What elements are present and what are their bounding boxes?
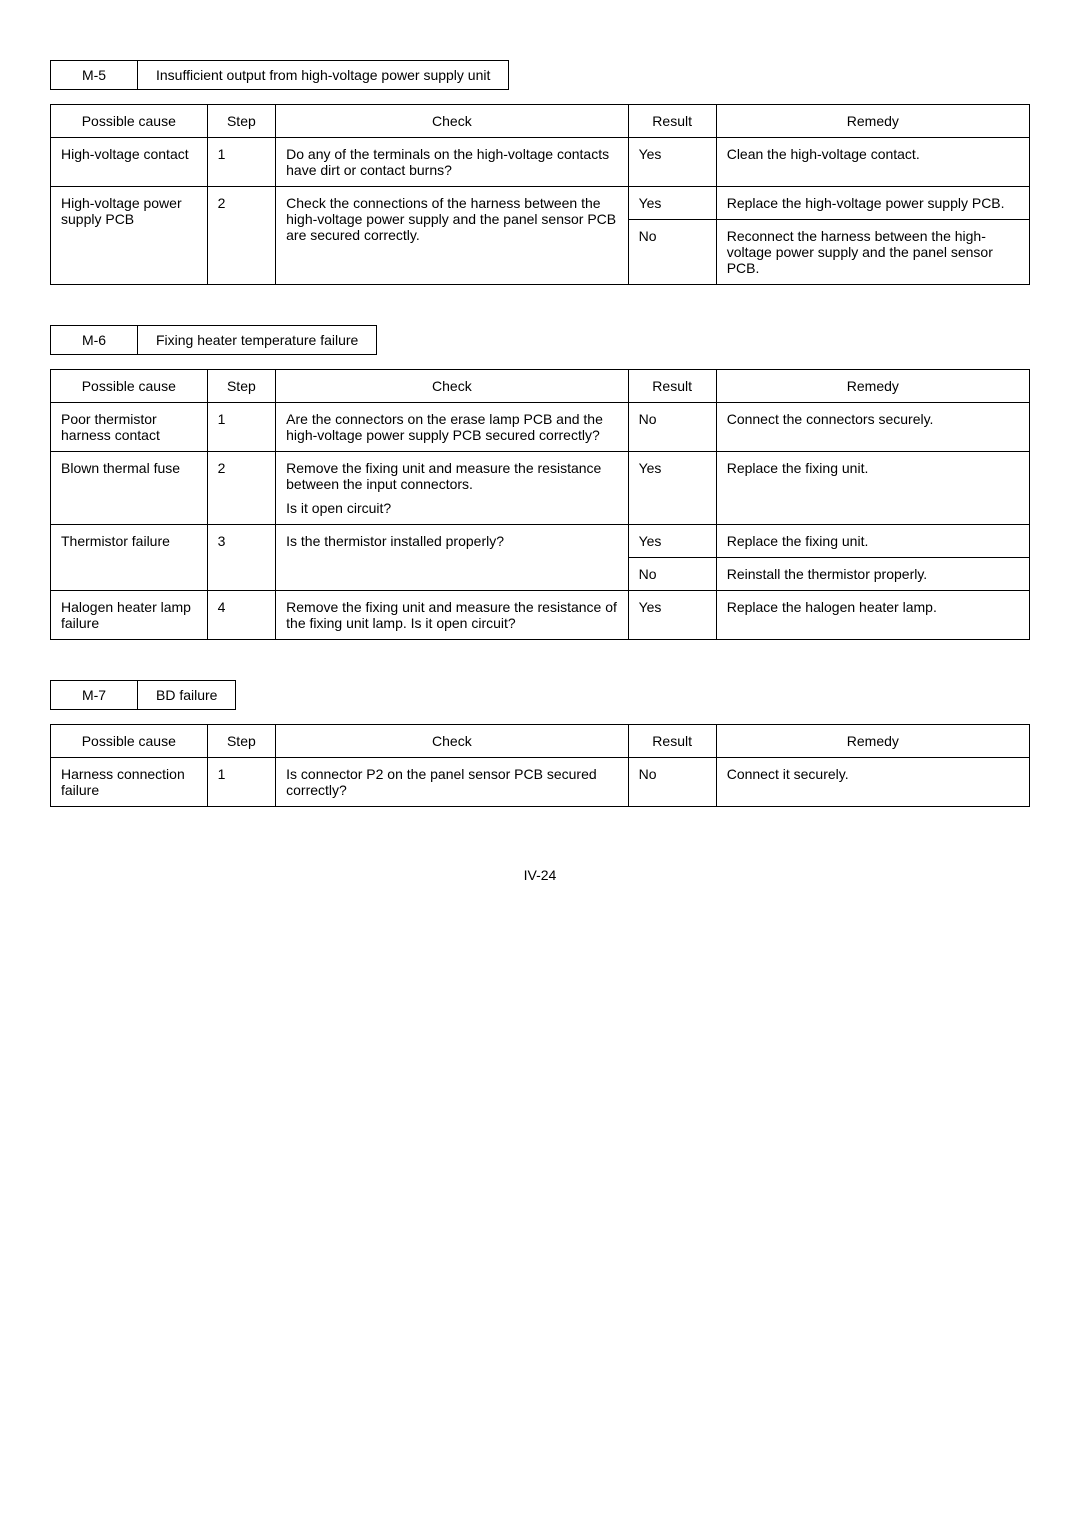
column-header-cause: Possible cause [51, 370, 208, 403]
section-code: M-6 [50, 325, 138, 355]
cell-remedy: Reinstall the thermistor properly. [716, 558, 1029, 591]
cell-check: Check the connections of the harness bet… [276, 187, 628, 285]
cell-step: 4 [207, 591, 276, 640]
cell-remedy: Connect the connectors securely. [716, 403, 1029, 452]
cell-cause: Blown thermal fuse [51, 452, 208, 525]
cell-step: 1 [207, 403, 276, 452]
column-header-remedy: Remedy [716, 105, 1029, 138]
cell-result: Yes [628, 452, 716, 525]
cell-cause: High-voltage contact [51, 138, 208, 187]
cell-step: 1 [207, 758, 276, 807]
column-header-step: Step [207, 370, 276, 403]
cell-remedy: Connect it securely. [716, 758, 1029, 807]
cell-step: 2 [207, 187, 276, 285]
cell-remedy: Replace the fixing unit. [716, 525, 1029, 558]
cell-cause: Poor thermistor harness contact [51, 403, 208, 452]
cell-cause: Harness connection failure [51, 758, 208, 807]
column-header-check: Check [276, 370, 628, 403]
table-row: Harness connection failure1Is connector … [51, 758, 1030, 807]
section-header: M-6Fixing heater temperature failure [50, 325, 1030, 355]
column-header-remedy: Remedy [716, 370, 1029, 403]
cell-cause: High-voltage power supply PCB [51, 187, 208, 285]
section-code: M-7 [50, 680, 138, 710]
cell-result: Yes [628, 187, 716, 220]
section-title: BD failure [138, 680, 236, 710]
section-header: M-7BD failure [50, 680, 1030, 710]
column-header-result: Result [628, 105, 716, 138]
cell-remedy: Replace the fixing unit. [716, 452, 1029, 525]
cell-result: No [628, 220, 716, 285]
troubleshooting-table: Possible causeStepCheckResultRemedyHarne… [50, 724, 1030, 807]
cell-result: No [628, 403, 716, 452]
table-row: High-voltage power supply PCB2Check the … [51, 187, 1030, 220]
column-header-step: Step [207, 105, 276, 138]
cell-check: Is the thermistor installed properly? [276, 525, 628, 591]
cell-check: Are the connectors on the erase lamp PCB… [276, 403, 628, 452]
cell-step: 1 [207, 138, 276, 187]
cell-step: 3 [207, 525, 276, 591]
troubleshooting-table: Possible causeStepCheckResultRemedyHigh-… [50, 104, 1030, 285]
cell-check: Is connector P2 on the panel sensor PCB … [276, 758, 628, 807]
table-row: Halogen heater lamp failure4Remove the f… [51, 591, 1030, 640]
cell-remedy: Clean the high-voltage contact. [716, 138, 1029, 187]
cell-check: Do any of the terminals on the high-volt… [276, 138, 628, 187]
column-header-result: Result [628, 725, 716, 758]
section-code: M-5 [50, 60, 138, 90]
column-header-cause: Possible cause [51, 725, 208, 758]
column-header-check: Check [276, 725, 628, 758]
page-number: IV-24 [50, 867, 1030, 883]
column-header-step: Step [207, 725, 276, 758]
cell-result: Yes [628, 525, 716, 558]
table-row: Thermistor failure3Is the thermistor ins… [51, 525, 1030, 558]
cell-remedy: Reconnect the harness between the high-v… [716, 220, 1029, 285]
cell-step: 2 [207, 452, 276, 525]
cell-remedy: Replace the high-voltage power supply PC… [716, 187, 1029, 220]
cell-check: Remove the fixing unit and measure the r… [276, 591, 628, 640]
cell-cause: Thermistor failure [51, 525, 208, 591]
column-header-remedy: Remedy [716, 725, 1029, 758]
cell-result: No [628, 558, 716, 591]
cell-result: Yes [628, 138, 716, 187]
table-row: Blown thermal fuse2Remove the fixing uni… [51, 452, 1030, 525]
cell-remedy: Replace the halogen heater lamp. [716, 591, 1029, 640]
section-header: M-5Insufficient output from high-voltage… [50, 60, 1030, 90]
table-row: High-voltage contact1Do any of the termi… [51, 138, 1030, 187]
troubleshooting-table: Possible causeStepCheckResultRemedyPoor … [50, 369, 1030, 640]
section-title: Fixing heater temperature failure [138, 325, 377, 355]
cell-check: Remove the fixing unit and measure the r… [276, 452, 628, 525]
cell-cause: Halogen heater lamp failure [51, 591, 208, 640]
section-title: Insufficient output from high-voltage po… [138, 60, 509, 90]
column-header-cause: Possible cause [51, 105, 208, 138]
table-row: Poor thermistor harness contact1Are the … [51, 403, 1030, 452]
column-header-check: Check [276, 105, 628, 138]
column-header-result: Result [628, 370, 716, 403]
cell-result: Yes [628, 591, 716, 640]
cell-result: No [628, 758, 716, 807]
